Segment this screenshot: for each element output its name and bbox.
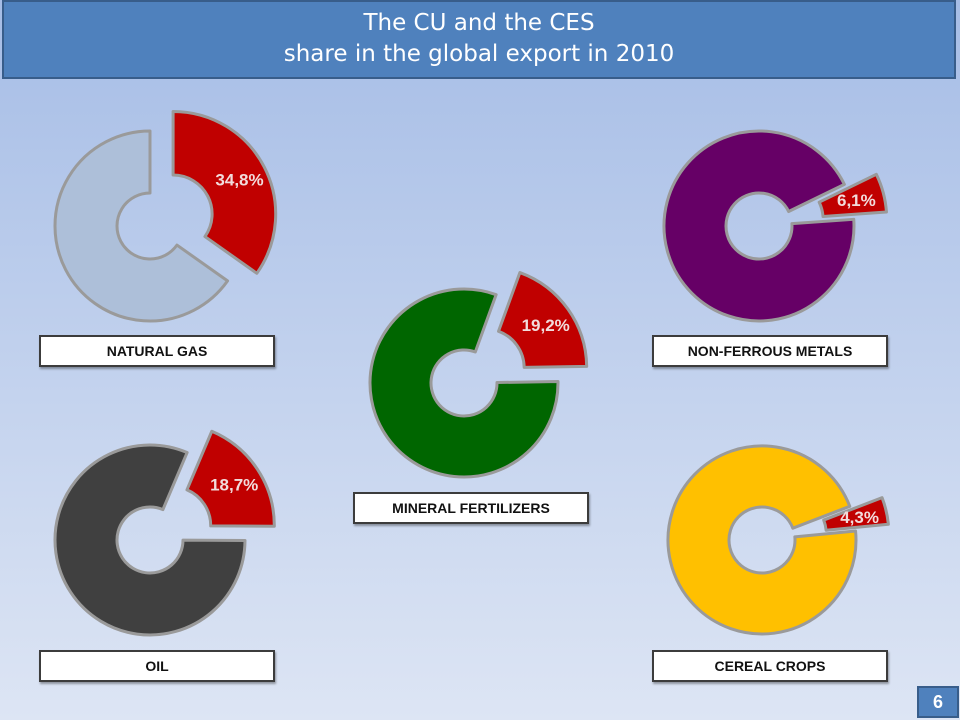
slide-title-line-1: The CU and the CES: [363, 10, 595, 36]
data-label-mineral-fertilizers: 19,2%: [522, 316, 570, 335]
slice-rest-cereal-crops: [666, 444, 858, 636]
label-non-ferrous-metals: NON-FERROUS METALS: [652, 335, 888, 367]
slice-rest-oil: [53, 443, 247, 637]
label-natural-gas: NATURAL GAS: [39, 335, 275, 367]
slide-title-line-2: share in the global export in 2010: [283, 41, 675, 67]
slice-rest-natural-gas: [53, 129, 230, 323]
donut-chart-cereal-crops: 4,3%: [666, 444, 890, 636]
slice-cu-ces-oil: [185, 429, 276, 528]
slide-title: The CU and the CES share in the global e…: [2, 0, 956, 79]
data-label-cereal-crops: 4,3%: [840, 508, 879, 527]
slice-rest-non-ferrous-metals: [662, 129, 856, 323]
data-label-non-ferrous-metals: 6,1%: [837, 191, 876, 210]
slice-rest-mineral-fertilizers: [368, 287, 560, 479]
donut-chart-oil: 18,7%: [53, 429, 276, 637]
page-number: 6: [917, 686, 959, 718]
data-label-natural-gas: 34,8%: [215, 171, 263, 190]
donut-chart-non-ferrous-metals: 6,1%: [662, 129, 888, 323]
slice-cu-ces-natural-gas: [171, 109, 278, 275]
label-oil: OIL: [39, 650, 275, 682]
label-cereal-crops: CEREAL CROPS: [652, 650, 888, 682]
slice-cu-ces-cereal-crops: [822, 496, 890, 532]
slice-cu-ces-non-ferrous-metals: [817, 172, 888, 219]
slice-cu-ces-mineral-fertilizers: [497, 271, 589, 369]
donut-chart-natural-gas: 34,8%: [53, 109, 278, 323]
donut-chart-mineral-fertilizers: 19,2%: [368, 271, 589, 479]
label-mineral-fertilizers: MINERAL FERTILIZERS: [353, 492, 589, 524]
data-label-oil: 18,7%: [210, 476, 258, 495]
